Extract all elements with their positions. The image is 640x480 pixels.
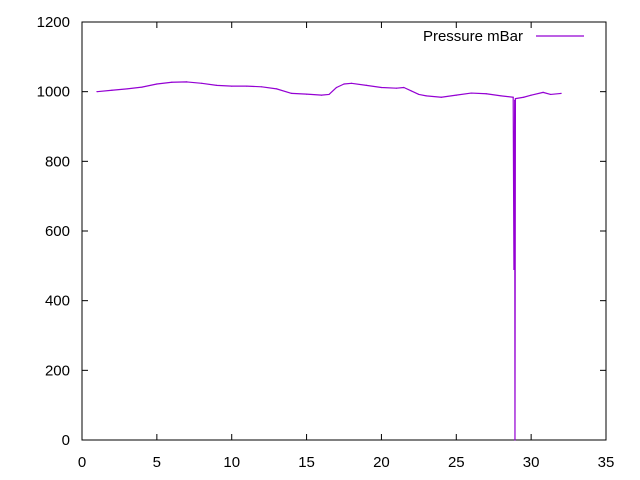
data-point [455,94,457,96]
data-point [201,82,203,84]
data-point [141,86,143,88]
y-tick-label: 200 [45,362,70,379]
y-tick-label: 0 [62,432,70,449]
data-point [246,85,248,87]
data-point [156,83,158,85]
data-point [440,96,442,98]
y-tick-label: 400 [45,293,70,310]
data-point [380,86,383,89]
data-point [305,93,308,95]
data-point [291,92,293,95]
data-point [513,268,515,270]
data-point [276,88,278,90]
data-point [335,86,338,89]
data-point [320,94,323,96]
y-tick-label: 600 [45,223,70,240]
x-tick-label: 15 [298,454,315,471]
data-point [470,92,472,94]
data-point [410,90,412,92]
data-point [514,99,516,101]
x-tick-label: 30 [523,454,540,471]
legend: Pressure mBar [423,28,584,45]
data-point [328,93,330,96]
data-point [485,93,487,95]
data-point [418,93,420,96]
data-point [500,95,502,97]
data-point [111,89,113,91]
data-point [523,96,525,98]
data-point [343,83,345,85]
data-point [186,81,188,83]
data-point [514,439,516,441]
data-point [171,81,173,83]
data-point [96,91,98,93]
x-tick-label: 20 [373,454,390,471]
ticks: 0 5 10 15 20 25 30 35 0 200 400 600 800 1000 1200 [37,14,615,471]
x-tick-label: 25 [448,454,465,471]
data-point [231,85,233,87]
x-tick-label: 35 [598,454,615,471]
plot-area [96,81,562,441]
x-tick-label: 10 [223,454,240,471]
data-point [126,88,128,90]
data-point [512,96,514,98]
data-point [403,86,405,89]
data-point [365,84,368,86]
y-tick-label: 1000 [37,84,70,101]
data-point [560,92,562,95]
data-point [550,93,552,96]
series-line-0 [96,81,562,441]
data-point [395,87,397,89]
data-point [514,98,517,100]
legend-label: Pressure mBar [423,28,523,45]
data-point [425,95,427,97]
data-point [530,94,532,96]
data-point [350,82,353,84]
x-tick-label: 5 [153,454,161,471]
y-tick-label: 800 [45,153,70,170]
x-tick-label: 0 [78,454,86,471]
plot-border [81,21,607,441]
y-tick-label: 1200 [37,14,70,31]
axes [81,21,607,441]
data-point [542,91,544,93]
data-point [261,86,263,88]
data-point [216,84,218,86]
